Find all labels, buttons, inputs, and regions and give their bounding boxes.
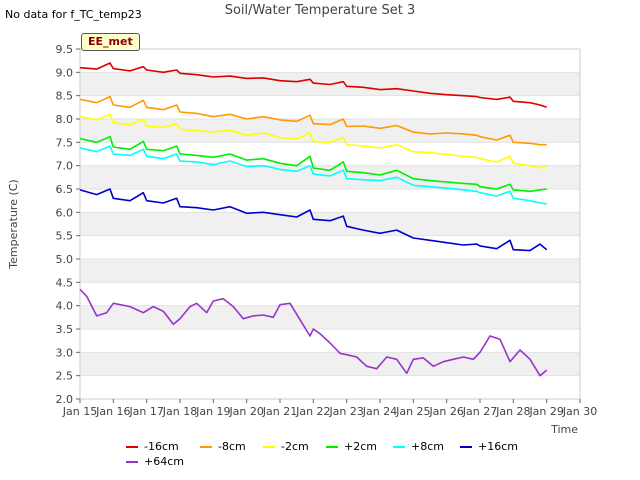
y-tick-label: 3.5 [56,323,74,336]
y-tick-label: 4.0 [56,300,74,313]
legend-item: -2cm [263,440,309,454]
legend-swatch [200,446,212,448]
y-tick-label: 5.5 [56,230,74,243]
legend-swatch [126,461,138,463]
y-tick-label: 3.0 [56,346,74,359]
legend-label: +16cm [478,440,518,453]
y-tick-label: 6.5 [56,183,74,196]
x-tick-label: Jan 27 [462,405,497,418]
series-line-2cm [79,113,547,169]
legend-swatch [326,446,338,448]
x-axis-label: Time [550,423,578,436]
series-line-8cm [79,145,547,205]
plot-bands [80,72,580,376]
x-tick-label: Jan 18 [162,405,197,418]
series-line-64cm [79,288,548,377]
legend-label: +8cm [411,440,444,453]
legend-swatch [460,446,472,448]
series-line-16cm [79,62,547,109]
legend-item: +2cm [326,440,377,454]
series-line-16cm [79,188,548,252]
legend-label: -16cm [144,440,179,453]
x-tick-label: Jan 25 [395,405,430,418]
grid-band [80,352,580,376]
plot-frame [79,48,581,400]
legend-item: -8cm [200,440,246,454]
x-tick-label: Jan 30 [562,405,597,418]
no-data-note: No data for f_TC_temp23 [5,8,142,21]
x-tick-label: Jan 26 [428,405,463,418]
y-tick-label: 6.0 [56,206,74,219]
chart-title: Soil/Water Temperature Set 3 [224,3,416,18]
y-tick-label: 8.0 [56,113,74,126]
x-tick-label: Jan 28 [495,405,530,418]
grid-band [80,119,580,143]
y-tick-label: 4.5 [56,276,74,289]
y-tick-label: 5.0 [56,253,74,266]
x-tick-label: Jan 20 [228,405,263,418]
legend-swatch [263,446,275,448]
legend-item: -16cm [126,440,179,454]
legend-swatch [126,446,138,448]
legend-label: +64cm [144,455,184,468]
series-line-8cm [79,95,547,146]
series-line-2cm [79,135,547,193]
y-tick-label: 7.5 [56,136,74,149]
legend-item: +16cm [460,440,518,454]
legend-item: +8cm [393,440,444,454]
grid-band [80,259,580,283]
legend-item: +64cm [126,455,184,469]
x-tick-label: Jan 29 [528,405,563,418]
x-tick-label: Jan 19 [195,405,230,418]
legend-label: -2cm [281,440,309,453]
grid-band [80,212,580,236]
y-tick-label: 9.0 [56,66,74,79]
legend-label: +2cm [344,440,377,453]
series-lines [79,62,548,377]
y-tick-label: 7.0 [56,160,74,173]
x-tick-label: Jan 15 [62,405,97,418]
legend-swatch [393,446,405,448]
y-tick-label: 2.0 [56,393,74,406]
grid-band [80,305,580,329]
site-badge: EE_met [81,33,140,51]
y-tick-label: 8.5 [56,90,74,103]
x-tick-label: Jan 21 [262,405,297,418]
x-tick-label: Jan 24 [362,405,397,418]
y-tick-label: 9.5 [56,43,74,56]
y-tick-label: 2.5 [56,370,74,383]
y-axis-label: Temperature (C) [7,179,20,269]
x-tick-label: Jan 23 [328,405,363,418]
y-axis: 2.0 2.5 3.0 3.5 4.0 4.5 5.0 5.5 6.0 6.5 7.0 7.5 8.0 8… [56,43,80,406]
x-tick-label: Jan 16 [95,405,130,418]
x-tick-label: Jan 17 [128,405,163,418]
x-tick-label: Jan 22 [295,405,330,418]
legend-label: -8cm [218,440,246,453]
